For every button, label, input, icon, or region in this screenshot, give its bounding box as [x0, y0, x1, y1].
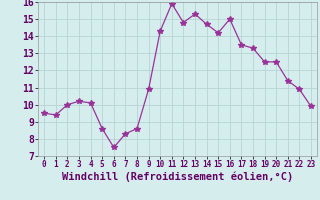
X-axis label: Windchill (Refroidissement éolien,°C): Windchill (Refroidissement éolien,°C) [62, 172, 293, 182]
